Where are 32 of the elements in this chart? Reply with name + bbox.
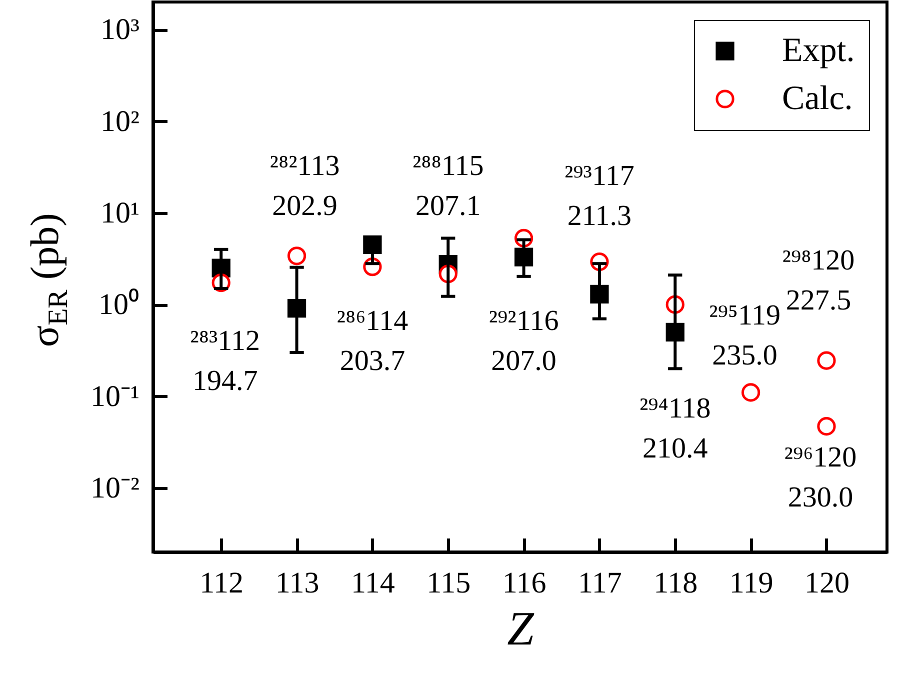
y-tick-label: 10⁰ xyxy=(98,288,140,322)
y-tick-label: 10⁻² xyxy=(90,471,140,504)
annotation: ²⁸³112 194.7 xyxy=(190,324,260,397)
y-tick-label: 10⁻¹ xyxy=(90,380,140,413)
annotation: ²⁹⁵119 235.0 xyxy=(709,299,780,372)
x-tick-label: 118 xyxy=(654,566,698,600)
x-tick-label: 120 xyxy=(804,566,850,600)
x-tick-label: 117 xyxy=(578,566,622,600)
annotation: ²⁸²113 202.9 xyxy=(270,150,340,222)
x-axis-title: Z xyxy=(507,602,536,656)
point xyxy=(287,246,306,266)
annotation: ²⁹²116 207.0 xyxy=(488,305,559,378)
annotation: ²⁹⁸120 227.5 xyxy=(782,244,855,317)
y-tick-label: 10³ xyxy=(100,13,140,46)
x-tick-label: 114 xyxy=(351,566,395,600)
annotation: ²⁹³117 211.3 xyxy=(564,160,634,232)
legend-label: Calc. xyxy=(782,80,853,117)
y-tick-label: 10² xyxy=(100,104,140,138)
x-tick-label: 112 xyxy=(200,566,244,600)
annotation: ²⁹⁴118 210.4 xyxy=(639,392,711,465)
legend-label: Expt. xyxy=(782,32,855,69)
annotation: ²⁸⁸115 207.1 xyxy=(412,150,484,222)
point xyxy=(741,383,760,402)
x-tick-label: 119 xyxy=(729,566,774,600)
point xyxy=(817,417,836,436)
y-tick-label: 10¹ xyxy=(100,196,140,230)
annotation: ²⁸⁶114 203.7 xyxy=(336,304,409,377)
x-tick-label: 115 xyxy=(426,566,471,600)
x-tick-label: 113 xyxy=(275,566,320,600)
point xyxy=(817,351,836,370)
annotation: ²⁹⁶120 230.0 xyxy=(784,441,857,514)
x-tick-label: 116 xyxy=(502,566,546,600)
